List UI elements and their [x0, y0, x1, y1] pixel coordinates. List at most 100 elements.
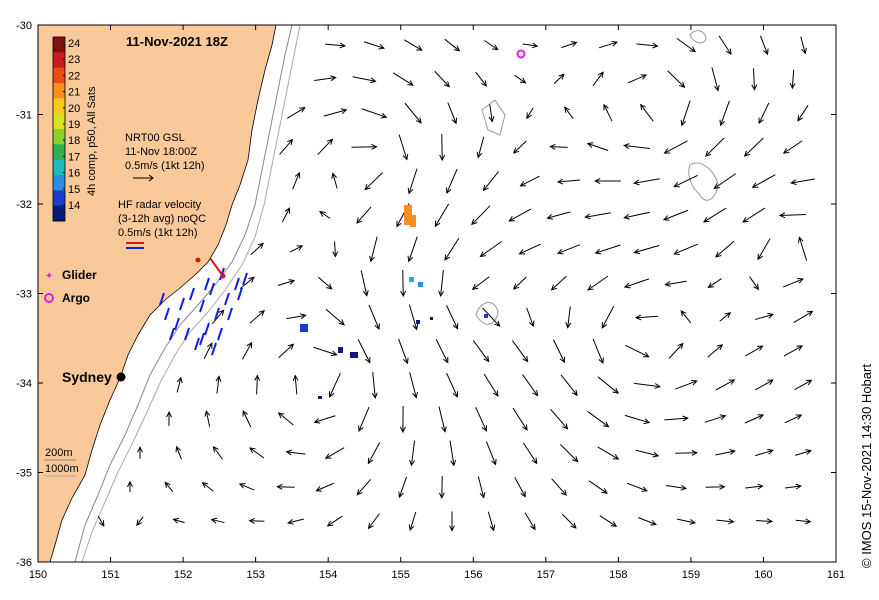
- current-vector: [368, 513, 380, 529]
- current-vector: [513, 140, 527, 154]
- x-tick-label: 151: [101, 569, 119, 581]
- current-vector: [754, 379, 774, 391]
- current-vector: [567, 306, 571, 328]
- current-vector: [314, 415, 336, 423]
- x-tick-label: 157: [537, 569, 555, 581]
- current-vector: [176, 377, 182, 393]
- radar-vector: [159, 292, 165, 306]
- current-vector: [249, 520, 265, 522]
- current-vector: [352, 76, 376, 82]
- current-vector: [438, 406, 446, 432]
- current-vector: [635, 315, 659, 319]
- current-vector: [351, 146, 377, 148]
- radar-vector: [204, 322, 210, 336]
- current-vector: [624, 211, 650, 219]
- current-vector: [408, 236, 418, 262]
- current-vector: [323, 109, 347, 117]
- colorbar-tick: 15: [68, 184, 80, 196]
- current-vector: [319, 211, 331, 219]
- current-vector: [332, 173, 338, 189]
- radar-vector: [217, 327, 223, 341]
- current-vector: [587, 143, 609, 151]
- current-vector: [668, 343, 684, 359]
- current-vector: [444, 38, 460, 52]
- radar-vector: [164, 307, 170, 321]
- current-vector: [551, 478, 567, 496]
- argo-icon: [44, 293, 54, 303]
- current-vector: [278, 343, 294, 359]
- current-vector: [705, 137, 725, 157]
- current-vector: [703, 207, 727, 223]
- current-vector: [364, 172, 384, 190]
- current-vector: [475, 71, 487, 87]
- current-vector: [601, 305, 615, 329]
- current-vector: [317, 276, 333, 290]
- current-vector: [793, 310, 813, 324]
- current-vector: [637, 517, 657, 525]
- radar-vector: [209, 257, 224, 277]
- current-vector: [511, 340, 529, 362]
- credit-text: © IMOS 15-Nov-2021 14:30 Hobart: [859, 364, 874, 568]
- current-vector: [325, 447, 345, 459]
- radar-vector: [184, 327, 190, 341]
- current-vector: [316, 482, 334, 492]
- current-vector: [675, 380, 697, 390]
- current-vector: [627, 74, 647, 84]
- current-vector: [561, 513, 577, 529]
- current-vector: [595, 244, 621, 254]
- current-vector: [434, 70, 450, 88]
- current-vector: [551, 275, 567, 291]
- current-vector: [749, 276, 759, 290]
- y-tick-label: -33: [16, 289, 32, 301]
- svg-text:200m: 200m: [45, 447, 73, 459]
- current-vector: [483, 373, 499, 397]
- current-vector: [325, 308, 345, 326]
- current-vector: [626, 482, 648, 492]
- colorbar-tick: 19: [68, 119, 80, 131]
- current-vector: [797, 104, 809, 122]
- current-vector: [564, 106, 574, 120]
- current-vector: [676, 518, 696, 524]
- radar-vector: [179, 297, 185, 311]
- current-vector: [704, 415, 726, 423]
- svg-text:(3-12h avg) noQC: (3-12h avg) noQC: [118, 213, 206, 225]
- current-vector: [408, 168, 418, 194]
- current-vector: [483, 171, 499, 191]
- current-vector: [522, 374, 538, 396]
- current-vector: [665, 485, 687, 489]
- y-tick-label: -32: [16, 199, 32, 211]
- current-vectors: [97, 35, 815, 532]
- current-vector: [314, 77, 336, 81]
- current-vector: [624, 145, 650, 149]
- current-vector: [408, 304, 418, 330]
- glider-legend: ✦ Glider: [45, 268, 97, 282]
- current-vector: [361, 108, 387, 118]
- colorbar-tick: 17: [68, 151, 80, 163]
- current-vector: [526, 307, 534, 327]
- radar-vector: [211, 342, 217, 356]
- current-vector: [446, 168, 458, 194]
- current-vector: [667, 70, 685, 88]
- current-vector: [625, 344, 649, 358]
- current-vector: [288, 518, 304, 524]
- current-vector: [203, 343, 213, 359]
- sst-patches: [300, 205, 488, 399]
- current-vector: [292, 172, 300, 190]
- current-vector: [640, 104, 654, 122]
- current-vector: [446, 372, 458, 398]
- current-vector: [313, 346, 337, 356]
- seamount: [475, 302, 499, 325]
- current-vector: [634, 244, 660, 254]
- current-vector: [514, 74, 526, 84]
- current-vector: [782, 278, 804, 288]
- x-tick-label: 160: [754, 569, 772, 581]
- radar-vector: [169, 327, 175, 341]
- current-vector: [202, 482, 214, 492]
- current-vector: [759, 35, 769, 55]
- current-vector: [791, 178, 815, 184]
- current-vector: [211, 518, 225, 524]
- radar-vector: [234, 277, 240, 291]
- current-vector: [557, 244, 581, 254]
- svg-text:NRT00 GSL: NRT00 GSL: [125, 132, 185, 144]
- current-vector: [482, 307, 500, 327]
